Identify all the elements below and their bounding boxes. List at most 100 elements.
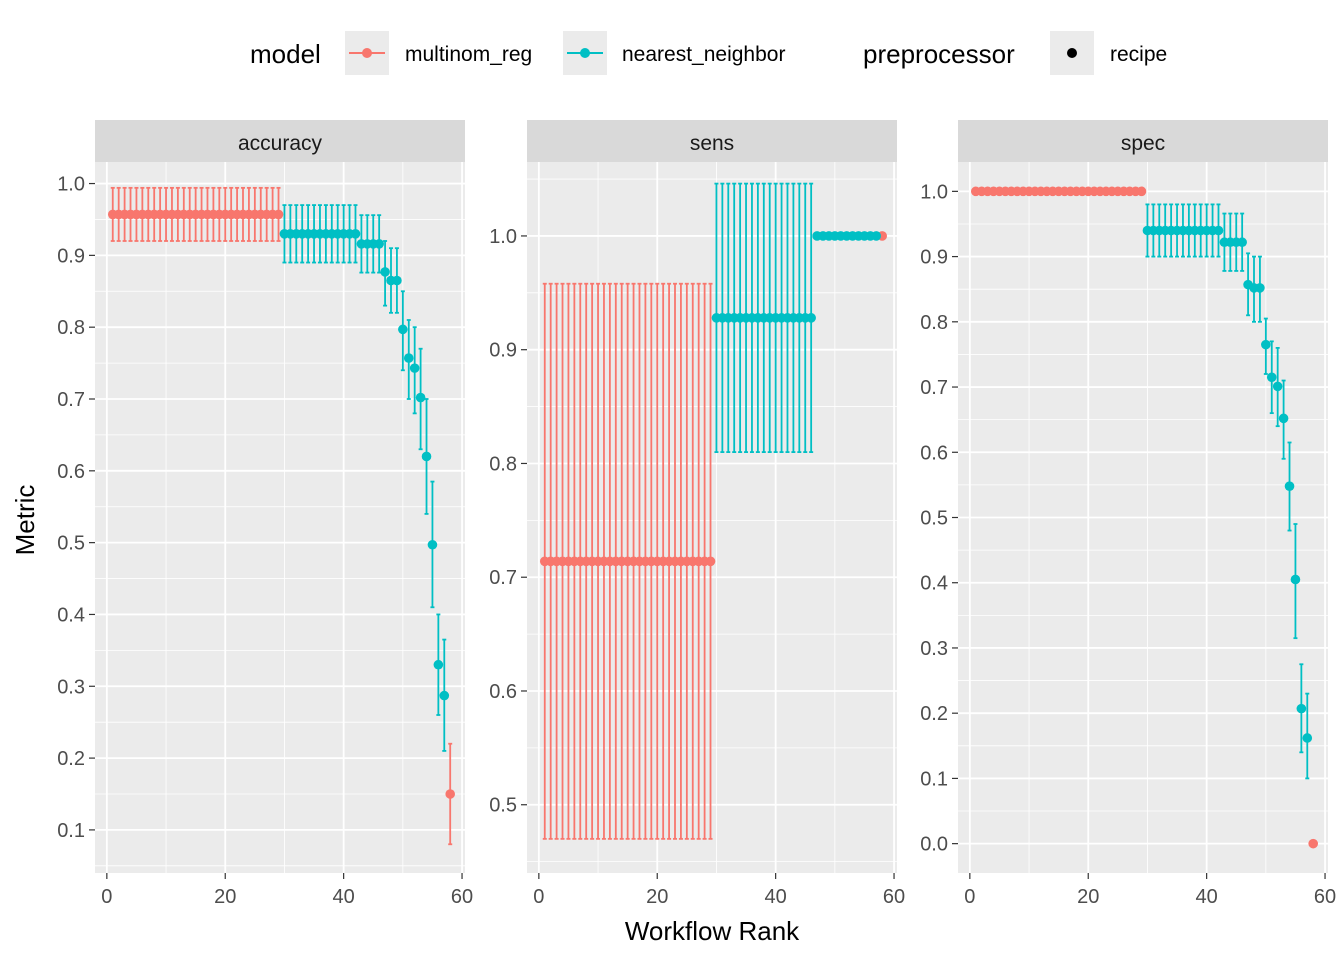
y-tick-label: 1.0 (920, 181, 948, 203)
x-tick-label: 60 (883, 886, 905, 908)
data-marks (970, 186, 1318, 849)
y-tick-label: 0.7 (489, 567, 517, 589)
x-tick-label: 40 (1196, 886, 1218, 908)
data-point-nearest-neighbor (1266, 372, 1277, 383)
data-marks (107, 186, 456, 846)
legend-model-title: model (250, 39, 321, 69)
facet-panel-accuracy: accuracy 0.10.20.30.40.50.60.70.80.91.00… (57, 120, 473, 908)
x-tick-label: 60 (1314, 886, 1336, 908)
y-tick-label: 0.2 (57, 748, 85, 770)
y-tick-label: 0.5 (489, 795, 517, 817)
plot-area: 0.5 0.6 0.7 0.8 0.9 1.0 0 20 40 60 (489, 162, 905, 908)
facet-strip (527, 120, 897, 162)
legend: model multinom_reg nearest_neighbor prep… (250, 31, 1167, 75)
facet-panel-spec: spec 0.0 0.1 0.2 0.3 0.4 0.5 0.6 0.7 0.8 0.9 1.0 0 2… (920, 120, 1336, 908)
x-tick-label: 0 (101, 886, 112, 908)
legend-point-recipe (1067, 48, 1077, 58)
y-tick-label: 0.8 (920, 312, 948, 334)
data-point-nearest-neighbor (415, 392, 426, 403)
data-point-nearest-neighbor (1261, 339, 1271, 350)
legend-point-nearest-neighbor (580, 48, 590, 58)
data-point-nearest-neighbor (374, 239, 384, 249)
y-tick-label: 0.5 (57, 533, 85, 555)
x-tick-label: 20 (646, 886, 668, 908)
data-point-nearest-neighbor (1213, 225, 1224, 236)
x-tick-label: 0 (533, 886, 544, 908)
panel-background (527, 162, 897, 873)
y-tick-label: 0.6 (57, 461, 85, 483)
data-point-nearest-neighbor (433, 659, 444, 670)
data-point-multinom-reg (445, 789, 456, 799)
legend-label-recipe: recipe (1110, 43, 1167, 66)
data-point-nearest-neighbor (1302, 733, 1313, 743)
data-point-multinom-reg (1308, 838, 1318, 849)
y-tick-label: 0.7 (920, 377, 948, 399)
legend-label-multinom-reg: multinom_reg (405, 43, 532, 66)
y-tick-label: 0.6 (920, 442, 948, 464)
data-point-nearest-neighbor (1284, 481, 1295, 491)
data-point-nearest-neighbor (439, 690, 450, 701)
x-tick-label: 40 (333, 886, 355, 908)
data-point-nearest-neighbor (1237, 237, 1247, 248)
y-tick-label: 0.1 (920, 768, 948, 790)
x-tick-label: 60 (451, 886, 473, 908)
y-tick-label: 0.3 (920, 638, 948, 660)
facet-strip (95, 120, 465, 162)
data-point-nearest-neighbor (403, 353, 414, 363)
facet-strip-label: sens (690, 132, 734, 155)
data-point-nearest-neighbor (1272, 381, 1283, 392)
data-point-multinom-reg (1136, 186, 1147, 197)
data-point-multinom-reg (705, 556, 716, 567)
data-point-nearest-neighbor (398, 324, 408, 335)
data-point-nearest-neighbor (1290, 574, 1301, 585)
data-point-nearest-neighbor (380, 267, 390, 277)
y-tick-label: 1.0 (57, 174, 85, 196)
facet-strip-label: spec (1121, 132, 1165, 155)
facet-strip (958, 120, 1328, 162)
y-tick-label: 0.2 (920, 703, 948, 725)
panel-background (95, 162, 465, 873)
y-tick-label: 0.9 (57, 245, 85, 267)
y-tick-label: 1.0 (489, 226, 517, 248)
data-point-nearest-neighbor (350, 229, 361, 239)
axes: 0.0 0.1 0.2 0.3 0.4 0.5 0.6 0.7 0.8 0.9 1.0 0 20 40 60 (920, 181, 1336, 908)
data-point-nearest-neighbor (806, 313, 816, 323)
y-tick-label: 0.8 (57, 317, 85, 339)
y-tick-label: 0.5 (920, 508, 948, 530)
legend-preprocessor-title: preprocessor (863, 39, 1015, 69)
data-point-multinom-reg (273, 209, 284, 220)
data-point-nearest-neighbor (871, 231, 882, 241)
y-tick-label: 0.0 (920, 834, 948, 856)
legend-point-multinom-reg (362, 48, 372, 58)
data-point-nearest-neighbor (1255, 283, 1265, 293)
axes: 0.5 0.6 0.7 0.8 0.9 1.0 0 20 40 60 (489, 226, 905, 908)
data-point-nearest-neighbor (1278, 413, 1289, 424)
y-tick-label: 0.9 (489, 340, 517, 362)
facet-panel-sens: sens 0.5 0.6 0.7 0.8 0.9 1.0 0 20 40 60 (489, 120, 905, 908)
y-tick-label: 0.6 (489, 681, 517, 703)
y-tick-label: 0.1 (57, 820, 85, 842)
axes: 0.1 0.2 0.3 0.4 0.5 0.6 0.7 0.8 0.9 1.0 0 20 40 60 (57, 174, 473, 908)
facet-strip-label: accuracy (238, 132, 323, 155)
data-point-nearest-neighbor (421, 451, 432, 462)
data-point-nearest-neighbor (409, 363, 420, 373)
legend-label-nearest-neighbor: nearest_neighbor (622, 43, 785, 66)
x-axis-title: Workflow Rank (625, 916, 800, 946)
y-axis-title: Metric (10, 485, 40, 556)
data-point-nearest-neighbor (392, 275, 402, 286)
y-tick-label: 0.9 (920, 247, 948, 269)
x-tick-label: 20 (214, 886, 236, 908)
plot-area: 0.1 0.2 0.3 0.4 0.5 0.6 0.7 0.8 0.9 1.0 0 20 40 60 (57, 162, 473, 908)
y-tick-label: 0.4 (57, 604, 85, 626)
gridlines (95, 162, 465, 873)
data-marks (539, 182, 887, 840)
x-tick-label: 40 (765, 886, 787, 908)
plot-area: 0.0 0.1 0.2 0.3 0.4 0.5 0.6 0.7 0.8 0.9 1.0 0 20 40 60 (920, 162, 1336, 908)
y-tick-label: 0.4 (920, 573, 948, 595)
y-tick-label: 0.8 (489, 453, 517, 475)
x-tick-label: 20 (1077, 886, 1099, 908)
y-tick-label: 0.3 (57, 676, 85, 698)
x-tick-label: 0 (964, 886, 975, 908)
y-tick-label: 0.7 (57, 389, 85, 411)
